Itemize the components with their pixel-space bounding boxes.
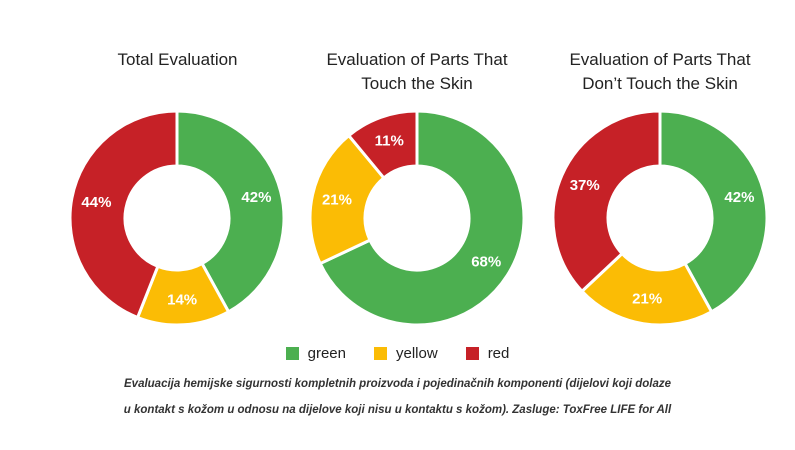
chart-title: Evaluation of Parts That Touch the Skin	[326, 50, 508, 93]
slice-label-red: 37%	[570, 177, 600, 194]
slice-yellow	[579, 251, 714, 327]
donut-svg: 68% 21% 11%	[308, 109, 526, 327]
chart-title: Evaluation of Parts That Don’t Touch the…	[569, 50, 751, 93]
caption-line-2: u kontakt s kožom u odnosu na dijelove k…	[123, 404, 672, 416]
slice-label-green: 42%	[724, 189, 754, 206]
slice-red	[346, 109, 419, 181]
slice-green	[318, 109, 526, 327]
legend-item-red: red	[465, 345, 510, 362]
donut-chart-no-touch-skin: Evaluation of Parts That Don’t Touch the…	[528, 0, 793, 340]
slice-label-green: 68%	[471, 253, 501, 270]
legend-label: yellow	[396, 345, 438, 362]
legend-item-yellow: yellow	[374, 345, 438, 362]
slice-red	[551, 109, 662, 294]
slice-green	[658, 109, 769, 314]
donut-chart-touch-skin: Evaluation of Parts That Touch the Skin …	[285, 0, 550, 340]
caption-line-1: Evaluacija hemijske sigurnosti kompletni…	[124, 378, 671, 390]
legend: green yellow red	[0, 345, 795, 362]
slice-label-red: 44%	[81, 194, 111, 211]
slice-label-yellow: 21%	[632, 290, 662, 307]
legend-swatch-green	[285, 347, 299, 360]
slice-label-yellow: 21%	[322, 192, 352, 209]
slice-label-green: 42%	[241, 189, 271, 206]
donut-chart-total: Total Evaluation 42% 14% 44%	[45, 0, 310, 340]
donut-svg: 42% 21% 37%	[551, 109, 769, 327]
legend-label: red	[487, 345, 510, 362]
chart-title: Total Evaluation	[117, 50, 238, 69]
slice-yellow	[308, 133, 386, 266]
legend-swatch-red	[465, 347, 479, 360]
legend-swatch-yellow	[374, 347, 387, 360]
slice-red	[68, 109, 179, 320]
slice-label-red: 11%	[375, 132, 404, 149]
legend-label: green	[307, 345, 346, 362]
slice-label-yellow: 14%	[167, 291, 197, 308]
legend-item-green: green	[285, 345, 346, 362]
donut-svg: 42% 14% 44%	[68, 109, 286, 327]
slice-green	[175, 109, 286, 314]
